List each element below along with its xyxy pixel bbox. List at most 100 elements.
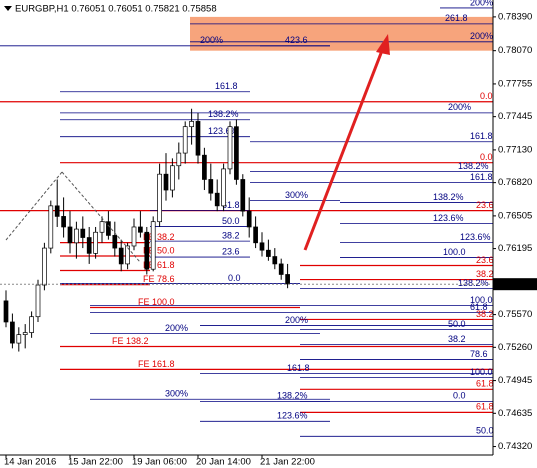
y-tick-label: 0.74945 <box>498 375 532 386</box>
fibo-label: 61.8 <box>476 379 494 389</box>
fibo-label: 138.2% <box>277 391 308 401</box>
candle-body <box>93 231 98 254</box>
fibo-label: FE 161.8 <box>138 359 175 369</box>
y-tick-label: 0.77445 <box>498 111 532 122</box>
fibo-label: 300% <box>285 190 308 200</box>
fibo-label: 50.0 <box>476 426 494 436</box>
candle-body <box>240 179 246 212</box>
candle-body <box>182 126 188 154</box>
fibo-label: 100.0 <box>470 295 493 305</box>
candle-body <box>48 205 54 249</box>
candle-body <box>22 332 28 336</box>
candle-body <box>208 179 214 194</box>
candle-body <box>3 300 9 323</box>
fibo-label: 23.6 <box>476 255 494 265</box>
fibo-label: 123.6% <box>433 213 464 223</box>
fibo-label: 61.8 <box>470 302 488 312</box>
forecast-arrowhead <box>376 34 390 55</box>
fibo-label: 100.0 <box>443 247 466 257</box>
fibo-label: FE 61.8 <box>143 260 175 270</box>
x-tick-label: 14 Jan 2016 <box>4 457 56 468</box>
target-zone <box>190 16 493 51</box>
candle-body <box>10 321 15 344</box>
fibo-label: 61.8 <box>222 200 240 210</box>
fibo-label: 23.6 <box>222 246 240 256</box>
candle-body <box>157 173 162 223</box>
chart-title: EURGBP,H1 0.76051 0.76051 0.75821 0.7585… <box>15 4 217 15</box>
zone-layer <box>190 16 493 51</box>
fibo-label: 38.2 <box>476 309 494 319</box>
candle-body <box>42 247 47 286</box>
candle-body <box>131 226 137 247</box>
fibo-label: 23.6 <box>476 200 494 210</box>
fibo-label: 138.2% <box>458 278 489 288</box>
x-tick-label: 20 Jan 14:00 <box>196 457 251 468</box>
fibo-label: FE 78.6 <box>143 274 175 284</box>
candle-body <box>214 192 220 207</box>
candle-body <box>278 263 284 275</box>
fibo-label: 61.8 <box>476 402 494 412</box>
candle-body <box>253 226 258 244</box>
fibo-label: 0.0 <box>480 91 493 101</box>
fibo-label: 38.2 <box>448 334 466 344</box>
fibo-label: 138.2% <box>208 109 239 119</box>
fibo-label: 161.8 <box>287 363 310 373</box>
last-price-label: 0.75858 <box>498 279 532 290</box>
y-tick-label: 0.76820 <box>498 177 532 188</box>
fibo-label: 200% <box>470 0 493 7</box>
fibo-label: 123.6% <box>208 126 239 136</box>
y-tick-label: 0.78070 <box>498 45 532 56</box>
fibo-label: 0.0 <box>453 391 466 401</box>
fibo-label: 50.0 <box>448 319 466 329</box>
candle-body <box>195 121 201 156</box>
candle-body <box>74 228 79 244</box>
fibo-label: 123.6% <box>277 411 308 421</box>
candle-body <box>202 154 207 180</box>
fibo-label: 123.6% <box>460 232 491 242</box>
y-tick-label: 0.74635 <box>498 408 532 419</box>
candle-body <box>80 228 86 238</box>
candle-body <box>234 126 239 180</box>
y-tick-label: 0.77755 <box>498 78 532 89</box>
fibo-label: 200% <box>448 102 471 112</box>
candle-body <box>259 242 265 251</box>
candle-body <box>61 216 66 228</box>
candle-body <box>150 221 156 270</box>
candle-body <box>170 165 175 191</box>
y-tick-label: 0.77130 <box>498 144 532 155</box>
y-tick-label: 0.74320 <box>498 441 532 452</box>
x-tick-label: 21 Jan 22:00 <box>260 457 315 468</box>
y-tick-label: 0.76195 <box>498 243 532 254</box>
fibo-label: 200% <box>165 323 188 333</box>
symbol-icon <box>4 6 12 11</box>
fibo-label: 0.0 <box>228 273 241 283</box>
fibo-label: 200% <box>285 315 308 325</box>
candle-body <box>189 121 194 128</box>
fibo-label: 38.2 <box>222 230 240 240</box>
candle-body <box>227 126 233 170</box>
x-tick-label: 15 Jan 22:00 <box>68 457 123 468</box>
candle-body <box>246 210 252 228</box>
forecast-arrow <box>303 47 385 251</box>
fibo-label: 38.2 <box>476 269 494 279</box>
candles-layer <box>3 108 290 352</box>
candle-body <box>35 284 41 318</box>
fibo-label: 78.6 <box>470 349 488 359</box>
candle-body <box>266 249 271 257</box>
candle-body <box>112 235 118 249</box>
y-tick-label: 0.76505 <box>498 210 532 221</box>
fibo-label: 161.8 <box>470 172 493 182</box>
candle-body <box>272 256 278 265</box>
fibo-label: 200% <box>470 31 493 41</box>
candle-body <box>221 168 226 207</box>
candle-body <box>67 226 73 244</box>
fibo-label: 300% <box>165 389 188 399</box>
fibo-label: FE 50.0 <box>143 245 175 255</box>
candle-body <box>125 245 130 265</box>
y-tick-label: 0.75570 <box>498 309 532 320</box>
candle-body <box>29 316 34 333</box>
fibo-label: FE 38.2 <box>143 232 175 242</box>
fibo-label: 138.2% <box>458 161 489 171</box>
